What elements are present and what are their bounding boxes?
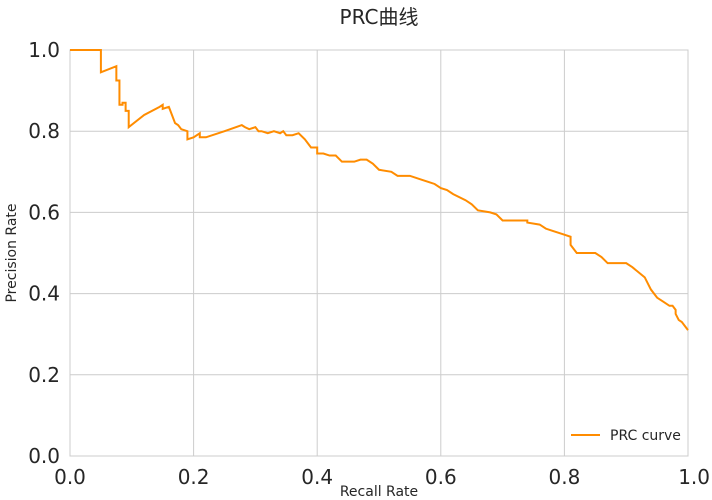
y-tick-label: 1.0 <box>28 38 60 62</box>
plot-frame <box>69 49 689 457</box>
legend-label-prc-curve: PRC curve <box>610 428 681 444</box>
y-tick-label: 0.6 <box>28 200 60 224</box>
y-tick-label: 0.8 <box>28 119 60 143</box>
x-tick-label: 0.2 <box>178 465 210 489</box>
chart-title: PRC曲线 <box>340 5 419 29</box>
x-tick-label: 1.0 <box>678 465 710 489</box>
series-line-prc-curve <box>70 49 689 331</box>
y-tick-label: 0.4 <box>28 282 60 306</box>
x-tick-labels: 0.0 0.2 0.4 0.6 0.8 1.0 <box>54 465 710 489</box>
y-tick-labels: 0.0 0.2 0.4 0.6 0.8 1.0 <box>28 38 60 468</box>
x-axis-label: Recall Rate <box>340 484 418 500</box>
y-tick-label: 0.2 <box>28 363 60 387</box>
legend: PRC curve <box>571 428 681 444</box>
y-axis-label: Precision Rate <box>4 203 20 302</box>
x-tick-label: 0.6 <box>425 465 457 489</box>
x-tick-label: 0.4 <box>301 465 333 489</box>
x-tick-label: 0.0 <box>54 465 86 489</box>
x-tick-label: 0.8 <box>548 465 580 489</box>
y-tick-label: 0.0 <box>28 444 60 468</box>
